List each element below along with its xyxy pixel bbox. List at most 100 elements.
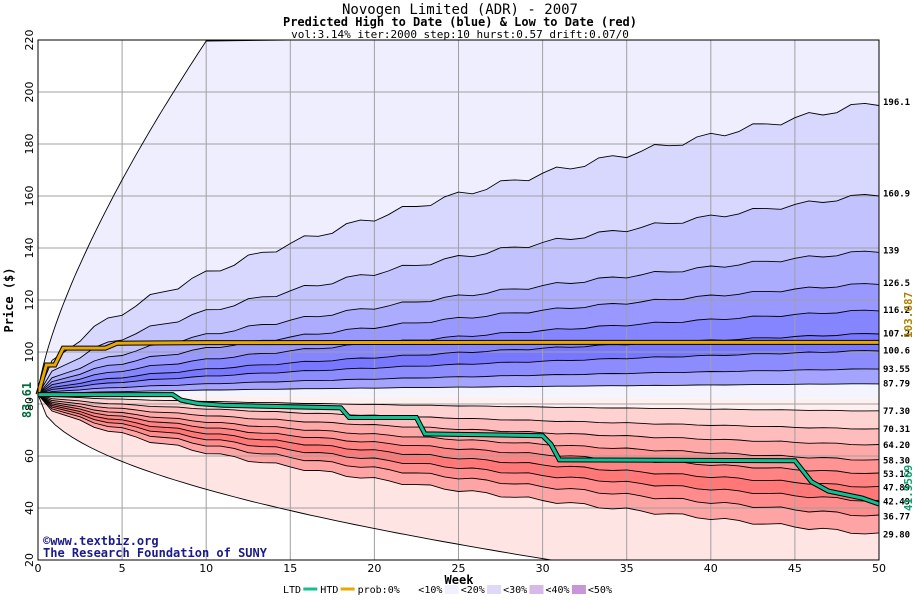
quantile-label-70.31: 70.31 bbox=[883, 425, 910, 435]
y-tick-120: 120 bbox=[23, 290, 36, 311]
legend-prob-label: prob:0% bbox=[358, 585, 400, 596]
axis-ticks: 0 5 10 15 20 25 30 35 40 45 50 20 40 60 80 100 120 140 160… bbox=[23, 30, 886, 576]
htd-line bbox=[36, 340, 879, 396]
y-tick-80: 80 bbox=[23, 397, 36, 411]
quantile-labels: 196.1 160.9 139 126.5 116.2 107.2 100.6 93.55 87… bbox=[883, 98, 910, 540]
quantile-label-53.12: 53.12 bbox=[883, 470, 910, 480]
legend-swatch-30 bbox=[529, 585, 544, 594]
band-upper-3 bbox=[38, 283, 879, 395]
band-lower-2 bbox=[38, 394, 879, 461]
band-lower-outer bbox=[38, 394, 879, 560]
htd-end-label: 103.687 bbox=[902, 292, 915, 338]
price-series bbox=[35, 339, 880, 507]
x-tick-35: 35 bbox=[620, 562, 634, 575]
legend-swatch-40 bbox=[571, 585, 586, 594]
start-price-label: 83.61 bbox=[20, 382, 34, 418]
quantile-label-196.1: 196.1 bbox=[883, 98, 910, 108]
x-tick-20: 20 bbox=[367, 562, 381, 575]
legend-swatch-20 bbox=[487, 585, 502, 594]
upper-quantile-line-8 bbox=[37, 383, 880, 396]
x-tick-10: 10 bbox=[199, 562, 213, 575]
ltd-line bbox=[38, 393, 880, 506]
x-tick-5: 5 bbox=[119, 562, 126, 575]
chart-title: Novogen Limited (ADR) - 2007 bbox=[341, 2, 578, 18]
y-tick-160: 160 bbox=[23, 186, 36, 207]
quantile-label-58.30: 58.30 bbox=[883, 456, 910, 466]
quantile-label-100.6: 100.6 bbox=[883, 346, 910, 356]
lower-quantile-line-6 bbox=[37, 394, 880, 502]
band-upper-5 bbox=[38, 333, 879, 395]
simulation-params: vol:3.14% iter:2000 step:10 hurst:0.57 d… bbox=[291, 28, 629, 41]
quantile-label-87.79: 87.79 bbox=[883, 380, 910, 390]
quantile-label-36.77: 36.77 bbox=[883, 512, 910, 522]
quantile-label-107.2: 107.2 bbox=[883, 329, 910, 339]
x-tick-0: 0 bbox=[35, 562, 42, 575]
credit-org: The Research Foundation of SUNY bbox=[43, 546, 268, 560]
upper-quantile-line-7 bbox=[37, 368, 880, 396]
quantile-label-29.80: 29.80 bbox=[883, 531, 910, 541]
quantile-label-64.20: 64.20 bbox=[883, 441, 910, 451]
legend-20-label: <20% bbox=[461, 585, 485, 596]
y-tick-60: 60 bbox=[23, 449, 36, 463]
y-tick-200: 200 bbox=[23, 82, 36, 103]
upper-quantile-line-3 bbox=[37, 283, 880, 395]
legend-htd-label: HTD bbox=[320, 585, 338, 596]
band-lower-7 bbox=[38, 394, 879, 534]
y-tick-40: 40 bbox=[23, 501, 36, 515]
legend: LTD HTD prob:0% <10% <20% <30% <40% <50% bbox=[283, 585, 612, 596]
x-tick-25: 25 bbox=[452, 562, 466, 575]
quantile-label-47.89: 47.89 bbox=[883, 483, 910, 493]
legend-ltd-label: LTD bbox=[283, 585, 301, 596]
lower-quantile-line-3 bbox=[37, 394, 880, 461]
legend-30-label: <30% bbox=[503, 585, 527, 596]
band-upper-4 bbox=[38, 310, 879, 395]
y-tick-100: 100 bbox=[23, 342, 36, 363]
chart-subtitle: Predicted High to Date (blue) & Low to D… bbox=[282, 15, 637, 29]
lower-quantile-line-5 bbox=[37, 394, 880, 488]
lower-quantile-line-8 bbox=[37, 394, 880, 535]
outer-lower-line bbox=[37, 394, 879, 561]
legend-swatch-0 bbox=[402, 585, 417, 594]
legend-10-label: <10% bbox=[418, 585, 442, 596]
quantile-label-42.49: 42.49 bbox=[883, 498, 910, 508]
quantile-label-93.55: 93.55 bbox=[883, 365, 910, 375]
x-tick-50: 50 bbox=[872, 562, 886, 575]
lower-quantile-line-2 bbox=[37, 394, 880, 446]
lower-quantile-line-7 bbox=[37, 394, 880, 517]
outer-upper-line bbox=[37, 39, 879, 395]
x-tick-45: 45 bbox=[788, 562, 802, 575]
upper-quantile-line-5 bbox=[37, 333, 880, 396]
y-tick-140: 140 bbox=[23, 238, 36, 259]
y-axis-label: Price ($) bbox=[2, 267, 16, 332]
upper-quantile-line-1 bbox=[37, 194, 880, 395]
band-upper-outer bbox=[38, 40, 879, 395]
legend-50-label: <50% bbox=[588, 585, 612, 596]
band-lower-3 bbox=[38, 394, 879, 474]
legend-swatch-10 bbox=[444, 585, 459, 594]
upper-quantile-line-0 bbox=[37, 102, 880, 395]
band-lower-5 bbox=[38, 394, 879, 502]
ltd-end-label: 41.5569 bbox=[902, 465, 915, 511]
band-upper-2 bbox=[38, 251, 879, 395]
band-lower-4 bbox=[38, 394, 879, 488]
x-tick-30: 30 bbox=[536, 562, 550, 575]
upper-quantile-line-4 bbox=[37, 309, 880, 395]
plot-frame bbox=[37, 39, 880, 561]
y-tick-20: 20 bbox=[23, 553, 36, 567]
quantile-label-126.5: 126.5 bbox=[883, 279, 910, 289]
quantile-label-160.9: 160.9 bbox=[883, 190, 910, 200]
quantile-label-116.2: 116.2 bbox=[883, 306, 910, 316]
legend-40-label: <40% bbox=[546, 585, 570, 596]
y-tick-220: 220 bbox=[23, 30, 36, 51]
y-tick-180: 180 bbox=[23, 134, 36, 155]
quantile-label-139: 139 bbox=[883, 247, 899, 257]
x-axis-label: Week bbox=[445, 573, 475, 587]
credit-url: ©www.textbiz.org bbox=[43, 534, 159, 548]
x-tick-15: 15 bbox=[283, 562, 297, 575]
lower-quantile-line-1 bbox=[37, 394, 880, 430]
lower-quantile-line-4 bbox=[37, 394, 880, 474]
quantile-label-77.30: 77.30 bbox=[883, 407, 910, 417]
upper-quantile-line-6 bbox=[37, 350, 880, 396]
x-tick-40: 40 bbox=[704, 562, 718, 575]
